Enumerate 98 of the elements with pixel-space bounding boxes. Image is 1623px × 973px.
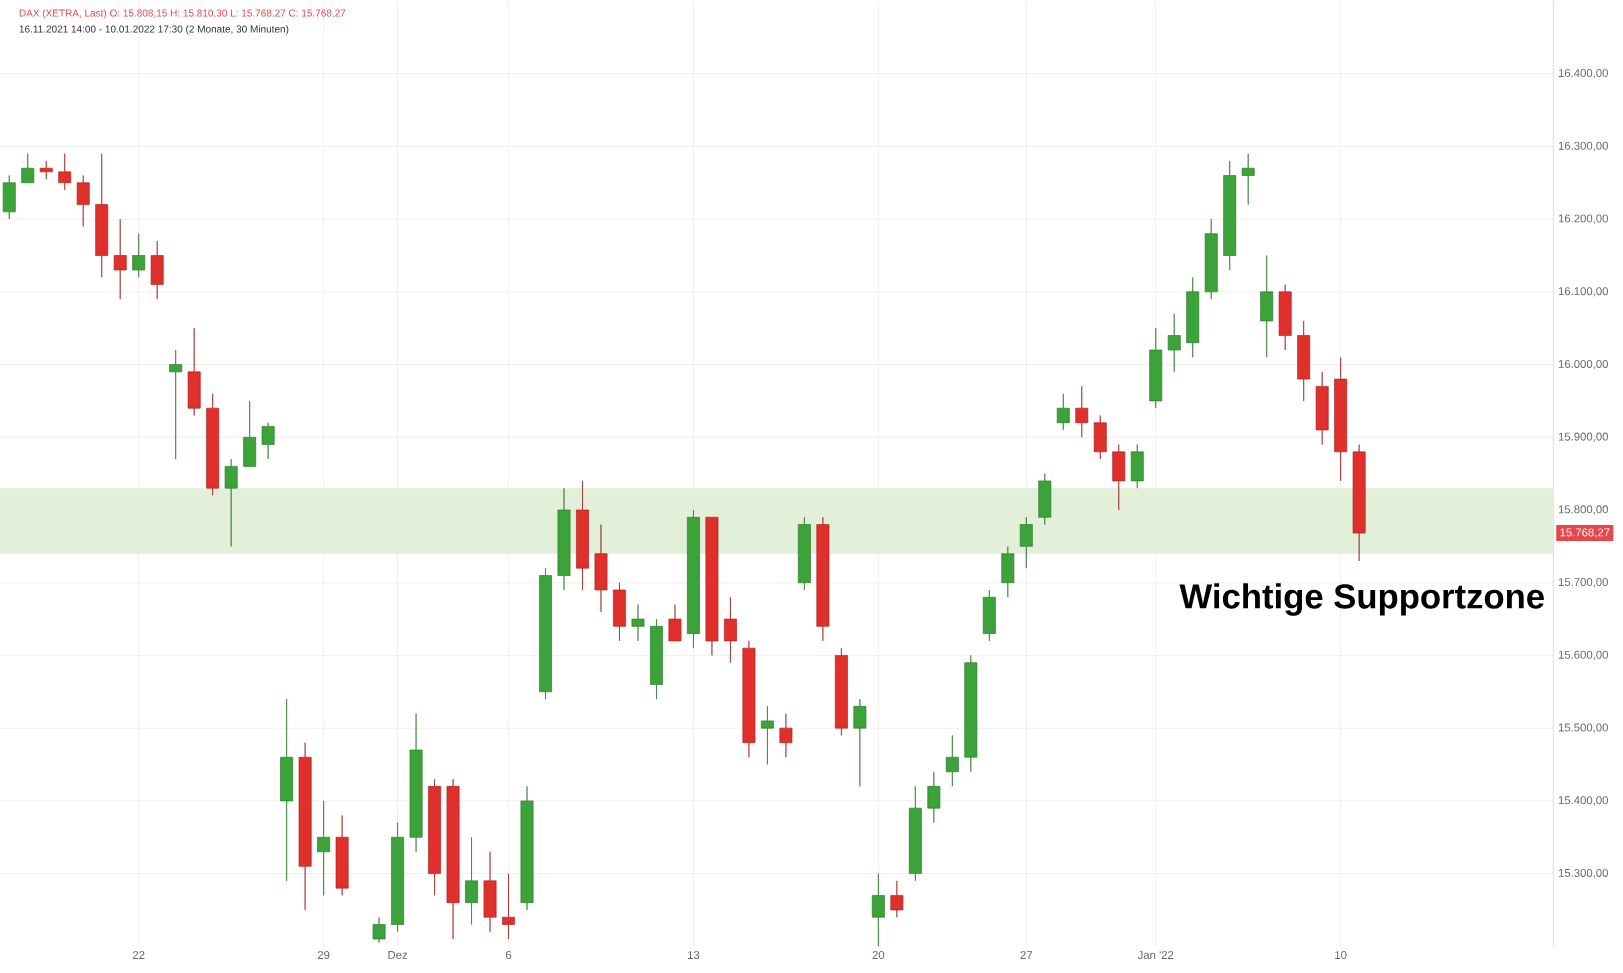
candlestick xyxy=(631,604,645,642)
text: DAX (XETRA, Last) O: 15.808,15 H: 15.810,30 L: 15.768,27 C: 15.768,27 xyxy=(19,9,346,19)
candlestick xyxy=(687,509,700,649)
candlestick xyxy=(668,604,682,642)
candlestick xyxy=(502,873,515,940)
candlestick xyxy=(132,233,146,278)
y-tick-label: 15.500,00 xyxy=(1558,723,1608,733)
candlestick xyxy=(1297,320,1311,402)
candlestick xyxy=(261,422,275,460)
candlestick xyxy=(1056,393,1070,431)
candlestick xyxy=(890,880,904,918)
x-tick-label: 10 xyxy=(1335,951,1347,960)
candlestick xyxy=(742,640,756,758)
candlestick xyxy=(317,800,331,896)
candlestick xyxy=(964,655,978,773)
candlestick xyxy=(224,458,238,547)
candlestick xyxy=(1334,356,1348,482)
candlestick xyxy=(1093,415,1107,460)
candlestick xyxy=(816,516,830,642)
x-tick-label: 27 xyxy=(1020,951,1033,959)
x-tick-label: 13 xyxy=(688,951,700,960)
x-tick-label: Jan '22 xyxy=(1137,951,1174,960)
candlestick xyxy=(150,240,164,300)
candlestick xyxy=(576,480,589,591)
candlestick xyxy=(1112,444,1126,511)
candlestick xyxy=(834,647,848,736)
candlestick xyxy=(58,153,72,191)
candlestick xyxy=(613,582,626,642)
candlestick xyxy=(372,916,386,944)
candlestick xyxy=(1204,218,1218,300)
candlestick xyxy=(187,327,201,416)
candlestick xyxy=(21,153,35,184)
candlestick xyxy=(650,618,663,700)
y-tick-label: 15.400,00 xyxy=(1558,796,1608,806)
candlestick xyxy=(446,778,460,940)
x-tick-label: 29 xyxy=(317,951,330,960)
band-label: Wichtige Supportzone xyxy=(1179,583,1544,616)
candlestick xyxy=(76,175,90,227)
candlestick xyxy=(1038,473,1052,525)
candlestick xyxy=(982,589,996,642)
candlestick xyxy=(206,393,220,496)
candlestick xyxy=(945,735,959,787)
candlestick xyxy=(1075,386,1089,438)
candlestick xyxy=(797,516,811,591)
candlestick xyxy=(1167,313,1181,373)
candlestick xyxy=(779,713,793,758)
candlestick xyxy=(298,742,312,911)
text: 16.11.2021 14:00 - 10.01.2022 17:30 (2 Monate, 30 Minuten) xyxy=(19,25,289,35)
y-tick-label: 15.300,00 xyxy=(1558,868,1608,879)
candlestick xyxy=(760,706,774,765)
candlestick xyxy=(95,153,109,278)
candlestick xyxy=(39,160,53,180)
candlestick xyxy=(539,567,552,700)
y-tick-label: 16.400,00 xyxy=(1558,69,1608,79)
candlestick xyxy=(1130,444,1144,489)
candlestick xyxy=(1223,160,1237,271)
candlestick xyxy=(1260,255,1274,358)
candlestick xyxy=(113,218,127,300)
y-tick-label: 16.000,00 xyxy=(1558,359,1608,370)
y-tick-label: 15.900,00 xyxy=(1558,432,1608,442)
candlestick xyxy=(428,778,442,896)
candlestick xyxy=(557,487,571,591)
candlestick xyxy=(1186,276,1200,358)
candlestick xyxy=(483,851,497,933)
text: 15.768,27 xyxy=(1560,528,1610,538)
candlestick xyxy=(1001,546,1015,598)
candlestick xyxy=(169,349,183,460)
candlestick xyxy=(871,873,885,947)
x-tick-label: 20 xyxy=(872,951,885,960)
candlestick xyxy=(409,713,423,853)
y-tick-label: 15.800,00 xyxy=(1558,505,1608,515)
y-tick-label: 16.300,00 xyxy=(1558,141,1608,152)
candlestick xyxy=(1278,284,1292,351)
candlestick xyxy=(1019,516,1033,569)
candlestick xyxy=(243,400,257,467)
candlestick xyxy=(280,698,294,882)
candlestick xyxy=(927,771,941,824)
candlestick xyxy=(908,786,922,882)
candlestick xyxy=(705,516,719,656)
candlestick xyxy=(520,786,534,911)
candlestick xyxy=(853,698,867,787)
candlestick xyxy=(1315,371,1329,445)
candlestick xyxy=(594,524,608,613)
x-tick-label: 6 xyxy=(505,951,512,960)
candlestick xyxy=(723,596,737,664)
x-tick-label: Dez xyxy=(388,951,408,959)
candlestick xyxy=(335,815,349,896)
candlestick xyxy=(1352,444,1366,562)
candlestick xyxy=(465,836,478,925)
candlestick xyxy=(1241,153,1255,205)
y-tick-label: 15.700,00 xyxy=(1558,578,1608,588)
candlestick xyxy=(2,175,16,220)
y-tick-label: 16.200,00 xyxy=(1558,214,1608,224)
x-tick-label: 22 xyxy=(132,951,145,959)
candlestick xyxy=(391,822,405,933)
candlestick xyxy=(1149,327,1163,409)
y-tick-label: 15.600,00 xyxy=(1558,650,1608,661)
y-tick-label: 16.100,00 xyxy=(1558,287,1608,297)
